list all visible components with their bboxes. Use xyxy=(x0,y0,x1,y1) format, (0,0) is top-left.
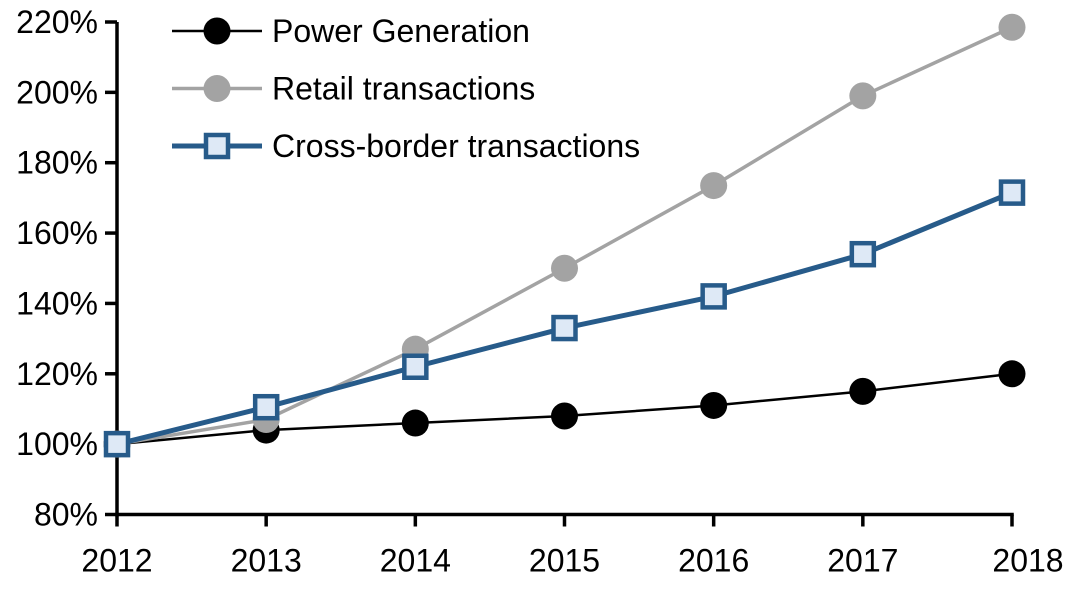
legend-label-power-generation: Power Generation xyxy=(272,13,530,49)
data-point-power-generation xyxy=(700,391,728,419)
data-point-retail-transactions xyxy=(700,172,728,200)
legend-marker-retail-transactions xyxy=(203,75,231,102)
data-point-cross-border-transactions xyxy=(252,393,280,421)
data-point-power-generation xyxy=(998,360,1026,388)
x-axis-label: 2013 xyxy=(231,543,302,579)
data-point-power-generation xyxy=(551,402,578,430)
y-axis-label: 160% xyxy=(16,215,98,251)
data-point-cross-border-transactions xyxy=(402,353,429,380)
x-axis-label: 2016 xyxy=(678,543,749,579)
x-axis-label: 2015 xyxy=(529,543,600,579)
data-point-retail-transactions xyxy=(551,254,578,282)
x-axis-label: 2014 xyxy=(380,543,451,579)
legend-label-cross-border-transactions: Cross-border transactions xyxy=(272,128,640,164)
data-point-cross-border-transactions xyxy=(700,283,727,310)
data-point-cross-border-transactions xyxy=(103,430,131,458)
data-point-power-generation xyxy=(401,409,429,437)
data-point-cross-border-transactions xyxy=(551,314,578,342)
data-point-cross-border-transactions xyxy=(998,179,1026,206)
data-point-retail-transactions xyxy=(849,82,877,110)
data-point-power-generation xyxy=(849,377,877,405)
y-axis-label: 200% xyxy=(16,74,98,110)
x-axis-label: 2017 xyxy=(827,543,898,579)
data-point-cross-border-transactions xyxy=(849,240,877,268)
y-axis-label: 80% xyxy=(34,497,98,533)
y-axis-label: 120% xyxy=(16,356,98,392)
data-point-retail-transactions xyxy=(998,13,1026,41)
legend-marker-cross-border-transactions xyxy=(203,132,231,160)
legend-label-retail-transactions: Retail transactions xyxy=(272,71,535,107)
x-axis-label: 2018 xyxy=(992,543,1063,579)
y-axis-label: 100% xyxy=(16,426,98,462)
legend-marker-power-generation xyxy=(203,17,231,45)
y-axis-label: 140% xyxy=(16,285,98,321)
x-axis-label: 2012 xyxy=(81,543,152,579)
y-axis-label: 180% xyxy=(16,145,98,181)
y-axis-label: 220% xyxy=(16,4,98,40)
